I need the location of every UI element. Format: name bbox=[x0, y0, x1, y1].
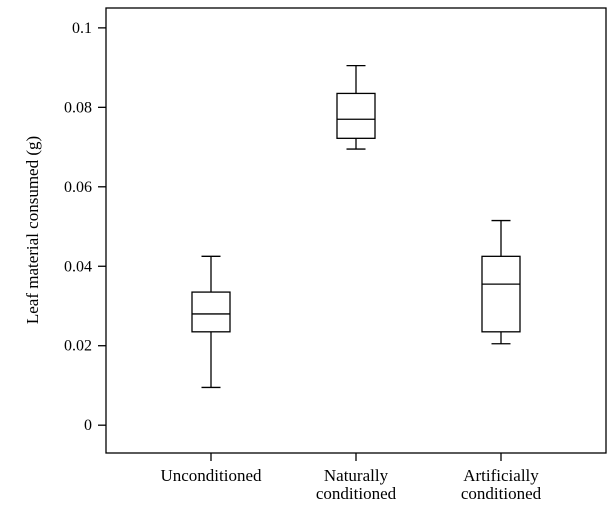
x-category-label: conditioned bbox=[461, 484, 542, 503]
y-tick-label: 0 bbox=[84, 417, 92, 434]
x-category-label: Artificially bbox=[463, 466, 539, 485]
iqr-box bbox=[481, 255, 521, 333]
box-plot-2 bbox=[336, 64, 376, 150]
y-tick-label: 0.02 bbox=[64, 338, 92, 355]
iqr-box bbox=[191, 291, 231, 333]
x-category-label: Naturally bbox=[324, 466, 389, 485]
y-tick-label: 0.08 bbox=[64, 99, 92, 116]
y-axis-title: Leaf material consumed (g) bbox=[23, 136, 42, 324]
y-tick-label: 0.06 bbox=[64, 179, 92, 196]
x-category-label: conditioned bbox=[316, 484, 397, 503]
iqr-box bbox=[336, 92, 376, 139]
x-axis: Unconditioned NaturallyconditionedArtific… bbox=[160, 453, 542, 503]
y-tick-label: 0.1 bbox=[72, 20, 92, 37]
x-category-label: Unconditioned bbox=[160, 466, 262, 485]
boxes-layer bbox=[191, 64, 521, 389]
box-plot-1 bbox=[191, 255, 231, 389]
box-plot-3 bbox=[481, 219, 521, 345]
y-tick-label: 0.04 bbox=[64, 258, 92, 275]
y-axis: 0 0.02 0.04 0.06 0.08 0.1 bbox=[64, 20, 106, 434]
